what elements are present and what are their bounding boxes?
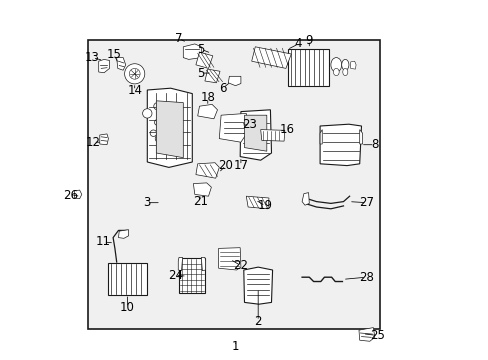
Ellipse shape xyxy=(154,120,160,125)
Bar xyxy=(107,263,147,295)
Ellipse shape xyxy=(341,59,348,70)
Text: 24: 24 xyxy=(167,269,183,282)
Text: 5: 5 xyxy=(197,43,204,56)
Text: 27: 27 xyxy=(359,196,374,209)
Text: 28: 28 xyxy=(358,271,373,284)
Polygon shape xyxy=(244,115,266,151)
Text: 26: 26 xyxy=(63,189,78,202)
Polygon shape xyxy=(147,88,192,167)
Text: 7: 7 xyxy=(175,32,183,45)
Text: 25: 25 xyxy=(369,329,385,342)
Polygon shape xyxy=(251,47,291,68)
Text: 4: 4 xyxy=(294,37,302,50)
Polygon shape xyxy=(350,61,355,69)
Bar xyxy=(179,258,204,293)
Ellipse shape xyxy=(124,64,144,84)
Polygon shape xyxy=(100,134,108,145)
Polygon shape xyxy=(183,44,201,59)
Text: 18: 18 xyxy=(200,91,215,104)
Text: 12: 12 xyxy=(85,136,101,149)
Polygon shape xyxy=(117,58,125,70)
Polygon shape xyxy=(118,230,128,238)
Ellipse shape xyxy=(153,103,161,110)
Text: 16: 16 xyxy=(279,123,294,136)
Polygon shape xyxy=(197,104,217,119)
Ellipse shape xyxy=(342,68,347,76)
Text: 20: 20 xyxy=(218,159,233,172)
Polygon shape xyxy=(201,257,205,271)
Bar xyxy=(287,49,328,86)
Text: 2: 2 xyxy=(254,315,262,328)
Text: 23: 23 xyxy=(242,118,257,131)
Text: 9: 9 xyxy=(305,34,312,47)
Polygon shape xyxy=(228,76,241,86)
Polygon shape xyxy=(240,110,271,160)
Polygon shape xyxy=(246,196,268,209)
Text: 15: 15 xyxy=(106,48,122,61)
Ellipse shape xyxy=(150,130,156,136)
Polygon shape xyxy=(358,328,374,341)
Text: 5: 5 xyxy=(197,67,204,80)
Polygon shape xyxy=(320,130,322,144)
Ellipse shape xyxy=(142,109,152,118)
Polygon shape xyxy=(219,113,247,142)
Ellipse shape xyxy=(155,135,162,142)
Text: 22: 22 xyxy=(233,259,248,272)
Polygon shape xyxy=(359,130,362,144)
Polygon shape xyxy=(320,124,361,166)
Text: 1: 1 xyxy=(231,340,239,353)
Text: 10: 10 xyxy=(120,301,135,314)
Text: 21: 21 xyxy=(193,195,208,208)
Polygon shape xyxy=(244,267,272,304)
Polygon shape xyxy=(156,101,183,158)
Text: 13: 13 xyxy=(85,51,100,64)
Polygon shape xyxy=(193,183,211,196)
Ellipse shape xyxy=(330,58,341,72)
Text: 17: 17 xyxy=(233,159,248,172)
Polygon shape xyxy=(218,248,241,270)
Polygon shape xyxy=(99,59,109,73)
Polygon shape xyxy=(196,163,219,178)
Ellipse shape xyxy=(129,68,140,79)
Bar xyxy=(88,40,379,329)
Text: 3: 3 xyxy=(142,196,150,209)
Polygon shape xyxy=(178,257,182,271)
Polygon shape xyxy=(204,69,220,83)
Text: 6: 6 xyxy=(219,82,226,95)
Polygon shape xyxy=(260,130,284,141)
Text: 8: 8 xyxy=(370,138,378,151)
Polygon shape xyxy=(75,190,81,199)
Polygon shape xyxy=(196,52,212,68)
Polygon shape xyxy=(302,193,309,205)
Ellipse shape xyxy=(333,68,339,76)
Text: 19: 19 xyxy=(257,199,272,212)
Text: 14: 14 xyxy=(127,84,142,97)
Text: 11: 11 xyxy=(96,235,111,248)
